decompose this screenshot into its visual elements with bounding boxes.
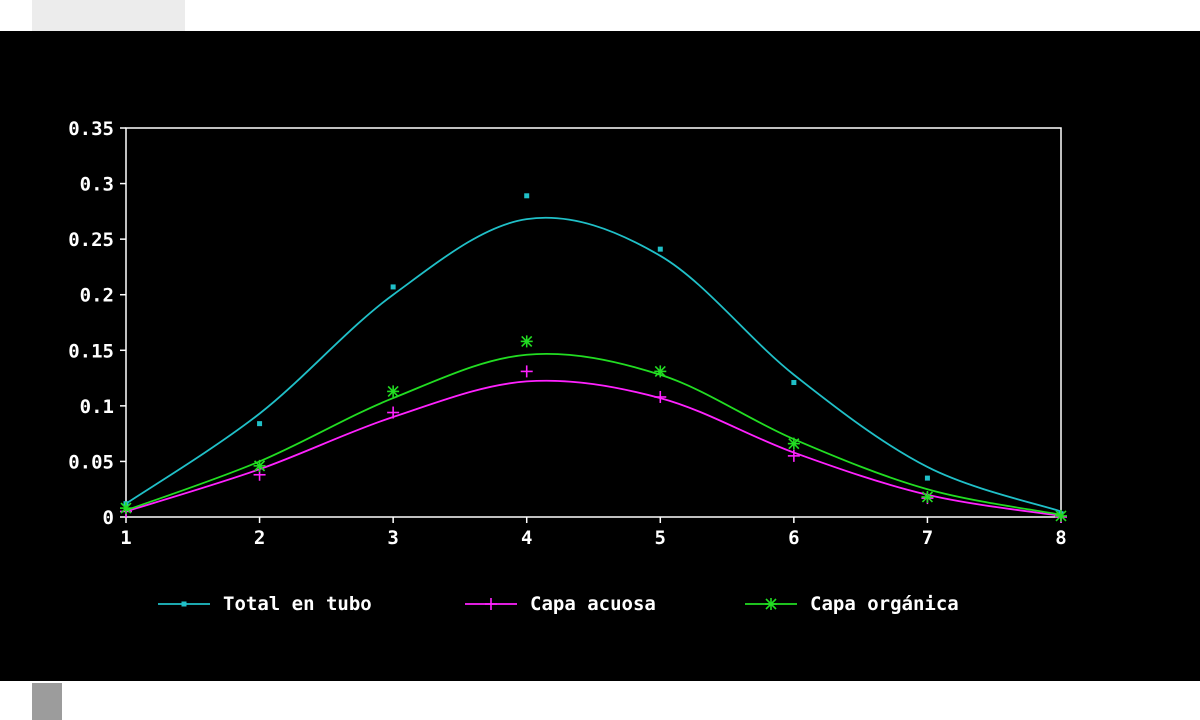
legend-marker	[485, 598, 497, 610]
series-3	[120, 335, 1067, 522]
ast-d2	[254, 460, 266, 472]
data-point	[253, 459, 266, 472]
data-point	[787, 437, 800, 450]
series-line	[125, 216, 1062, 513]
data-point	[921, 490, 934, 503]
legend-item: Capa orgánica	[745, 593, 959, 615]
legend-label: Capa acuosa	[530, 593, 656, 615]
legend-label: Capa orgánica	[810, 593, 959, 615]
ast-d2	[788, 438, 800, 450]
chart-panel: 0 0.05 0.1 0.15 0.2 0.25 0.3 0.35 1 2 3 4 5 6 7 8 Total …	[0, 31, 1200, 681]
line-chart: 0 0.05 0.1 0.15 0.2 0.25 0.3 0.35 1 2 3 4 5 6 7 8 Total …	[68, 118, 1067, 615]
data-point	[520, 365, 533, 378]
x-tick-label: 8	[1055, 527, 1066, 549]
y-tick-label: 0.15	[68, 340, 114, 362]
ast-d2	[521, 335, 533, 347]
data-point	[257, 421, 263, 427]
y-tick-label: 0.3	[80, 174, 114, 196]
data-point	[387, 385, 400, 398]
x-tick-label: 2	[254, 527, 265, 549]
series-line	[125, 379, 1062, 517]
x-tick-label: 5	[655, 527, 666, 549]
ast-d2	[120, 502, 132, 514]
series-line	[125, 352, 1062, 516]
ast-d2	[387, 385, 399, 397]
x-tick-label: 3	[387, 527, 398, 549]
y-tick-label: 0.05	[68, 451, 114, 473]
data-point	[791, 380, 797, 386]
data-point	[520, 335, 533, 348]
y-tick-label: 0	[103, 507, 114, 529]
data-point	[924, 475, 930, 481]
data-point	[654, 365, 667, 378]
y-tick-label: 0.25	[68, 229, 114, 251]
x-tick-label: 6	[788, 527, 799, 549]
x-tick-label: 1	[120, 527, 131, 549]
y-tick-label: 0.2	[80, 285, 114, 307]
ast-d2	[921, 491, 933, 503]
ast-d2	[654, 365, 666, 377]
x-tick-label: 7	[922, 527, 933, 549]
data-point	[524, 193, 530, 199]
data-point	[390, 284, 396, 290]
data-point	[787, 449, 800, 462]
plot-frame	[125, 127, 1062, 518]
data-point	[387, 406, 400, 419]
x-tick-label: 4	[521, 527, 532, 549]
ast-d2	[1055, 510, 1067, 522]
data-point	[120, 502, 132, 515]
legend-item: Total en tubo	[158, 593, 372, 615]
ast-d2	[765, 598, 777, 610]
data-point	[1055, 509, 1067, 522]
top-window-tab	[32, 0, 185, 31]
legend-marker	[765, 598, 777, 610]
data-point	[654, 390, 667, 403]
y-tick-label: 0.35	[68, 118, 114, 140]
legend-item: Capa acuosa	[465, 593, 656, 615]
legend-label: Total en tubo	[223, 593, 372, 615]
side-scroll-handle	[32, 683, 62, 720]
data-point	[657, 246, 663, 252]
y-tick-label: 0.1	[80, 396, 114, 418]
legend-marker	[181, 601, 187, 607]
